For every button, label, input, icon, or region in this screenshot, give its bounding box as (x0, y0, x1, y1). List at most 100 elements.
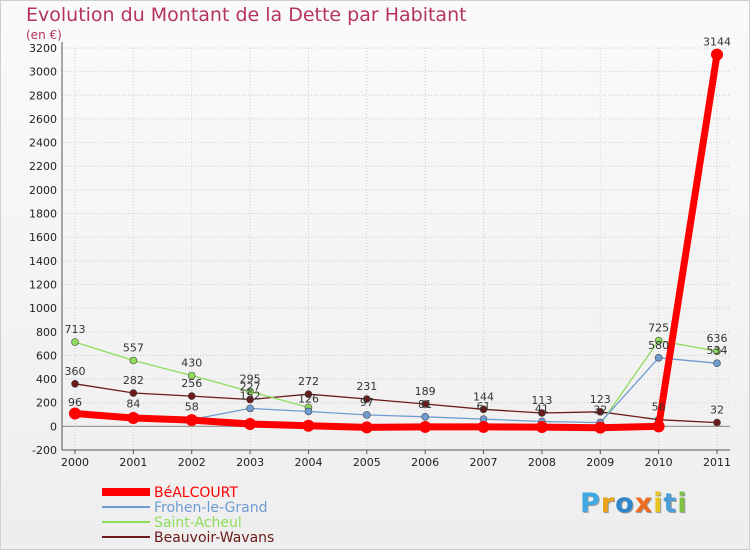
data-point-frohen-le-grand (304, 407, 313, 416)
data-label-frohen-le-grand: 534 (707, 344, 728, 357)
data-label-beauvoir-wavans: 231 (356, 380, 377, 393)
legend-label-frohen-le-grand: Frohen-le-Grand (154, 500, 267, 516)
data-point-frohen-le-grand (363, 411, 371, 419)
data-point-frohen-le-grand (713, 359, 721, 368)
data-point-b-alcourt (185, 414, 198, 427)
data-label-frohen-le-grand: 97 (360, 396, 374, 409)
x-tick-label: 2007 (470, 456, 498, 469)
data-point-saint-acheul (246, 387, 254, 396)
data-point-beauvoir-wavans (538, 409, 546, 417)
y-tick-label: 1400 (29, 255, 57, 268)
y-tick-label: 3000 (29, 66, 57, 79)
data-point-beauvoir-wavans (479, 405, 488, 414)
data-label-beauvoir-wavans: 123 (590, 393, 611, 406)
data-label-frohen-le-grand: 96 (68, 396, 82, 409)
data-point-b-alcourt (360, 421, 373, 434)
legend-label-beauvoir-wavans: Beauvoir-Wavans (154, 530, 274, 546)
x-tick-label: 2006 (411, 456, 439, 469)
data-label-saint-acheul: 713 (65, 323, 86, 336)
data-point-beauvoir-wavans (596, 408, 605, 416)
x-tick-label: 2009 (586, 456, 614, 469)
series-layer (69, 48, 723, 434)
proxiti-logo: Proxiti (580, 488, 688, 519)
data-point-frohen-le-grand (421, 412, 429, 421)
y-tick-label: 1000 (29, 302, 57, 315)
y-tick-label: 2000 (29, 184, 57, 197)
y-tick-label: 1600 (29, 231, 57, 244)
data-label-frohen-le-grand: 61 (477, 400, 491, 413)
data-point-saint-acheul (129, 356, 138, 365)
data-point-saint-acheul (187, 371, 196, 380)
logo-letter: x (634, 488, 654, 519)
x-tick-label: 2005 (353, 456, 381, 469)
y-tick-label: 3200 (29, 42, 57, 55)
data-label-beauvoir-wavans: 256 (181, 377, 202, 390)
series-line-beauvoir-wavans (74, 383, 718, 424)
data-point-beauvoir-wavans (421, 400, 429, 408)
logo-letter: o (615, 488, 635, 519)
y-tick-label: 2800 (29, 89, 57, 102)
data-label-beauvoir-wavans: 113 (531, 394, 552, 407)
data-point-b-alcourt (652, 420, 665, 433)
data-point-beauvoir-wavans (129, 389, 138, 397)
data-label-frohen-le-grand: 41 (535, 403, 549, 416)
data-point-frohen-le-grand (246, 404, 254, 413)
x-tick-label: 2001 (119, 456, 147, 469)
data-label-saint-acheul: 430 (181, 357, 202, 370)
series-line-b-alcourt (71, 51, 721, 432)
data-label-frohen-le-grand: 152 (240, 389, 261, 402)
legend: BéALCOURTFrohen-le-GrandSaint-AcheulBeau… (102, 485, 274, 546)
data-label-beauvoir-wavans: 144 (473, 390, 494, 403)
chart-title: Evolution du Montant de la Dette par Hab… (26, 4, 467, 26)
x-tick-label: 2008 (528, 456, 556, 469)
data-point-beauvoir-wavans (713, 418, 721, 427)
data-point-saint-acheul (654, 336, 663, 345)
series-line-frohen-le-grand (74, 357, 718, 424)
y-tick-label: -200 (32, 444, 57, 457)
data-label-beauvoir-wavans: 282 (123, 374, 144, 387)
chart-subtitle: (en €) (26, 28, 62, 42)
axis-layer: -200 0 200 400 600 800 1000 1200 1400 1600 1800 200… (29, 42, 731, 469)
y-tick-label: 1800 (29, 208, 57, 221)
data-label-frohen-le-grand: 81 (418, 398, 432, 411)
x-tick-label: 2004 (294, 456, 322, 469)
y-tick-label: 2600 (29, 113, 57, 126)
data-point-beauvoir-wavans (246, 395, 254, 404)
grid-layer (62, 47, 730, 451)
data-point-b-alcourt (419, 420, 432, 433)
logo-letter: r (600, 488, 616, 519)
data-label-beauvoir-wavans: 272 (298, 375, 319, 388)
legend-label-saint-acheul: Saint-Acheul (154, 515, 242, 531)
data-label-beauvoir-wavans: 227 (240, 381, 261, 394)
data-point-b-alcourt (535, 421, 548, 434)
data-label-frohen-le-grand: 58 (185, 400, 199, 413)
data-label-saint-acheul: 636 (707, 332, 728, 345)
logo-letter: i (653, 488, 664, 519)
data-label-saint-acheul: 725 (648, 322, 669, 335)
data-point-b-alcourt (302, 419, 315, 432)
data-point-b-alcourt (477, 420, 490, 433)
y-tick-label: 800 (36, 326, 57, 339)
legend-label-b-alcourt: BéALCOURT (154, 485, 238, 501)
data-label-beauvoir-wavans: 360 (65, 365, 86, 378)
x-tick-label: 2011 (703, 456, 731, 469)
data-label-frohen-le-grand: 126 (298, 392, 319, 405)
y-tick-label: 2400 (29, 137, 57, 150)
x-tick-label: 2010 (645, 456, 673, 469)
x-tick-label: 2002 (178, 456, 206, 469)
logo-letter: t (663, 488, 678, 519)
data-point-beauvoir-wavans (363, 395, 371, 403)
data-label-frohen-le-grand: 580 (648, 339, 669, 352)
data-label-saint-acheul: 295 (240, 372, 261, 385)
x-tick-label: 2000 (61, 456, 89, 469)
x-tick-label: 2003 (236, 456, 264, 469)
y-tick-label: 600 (36, 349, 57, 362)
y-tick-label: 0 (50, 420, 57, 433)
data-label-frohen-le-grand: 32 (593, 404, 607, 417)
data-label-saint-acheul: 557 (123, 341, 144, 354)
data-point-frohen-le-grand (654, 353, 663, 362)
data-point-saint-acheul (713, 347, 721, 355)
data-label-beauvoir-wavans: 189 (415, 385, 436, 398)
